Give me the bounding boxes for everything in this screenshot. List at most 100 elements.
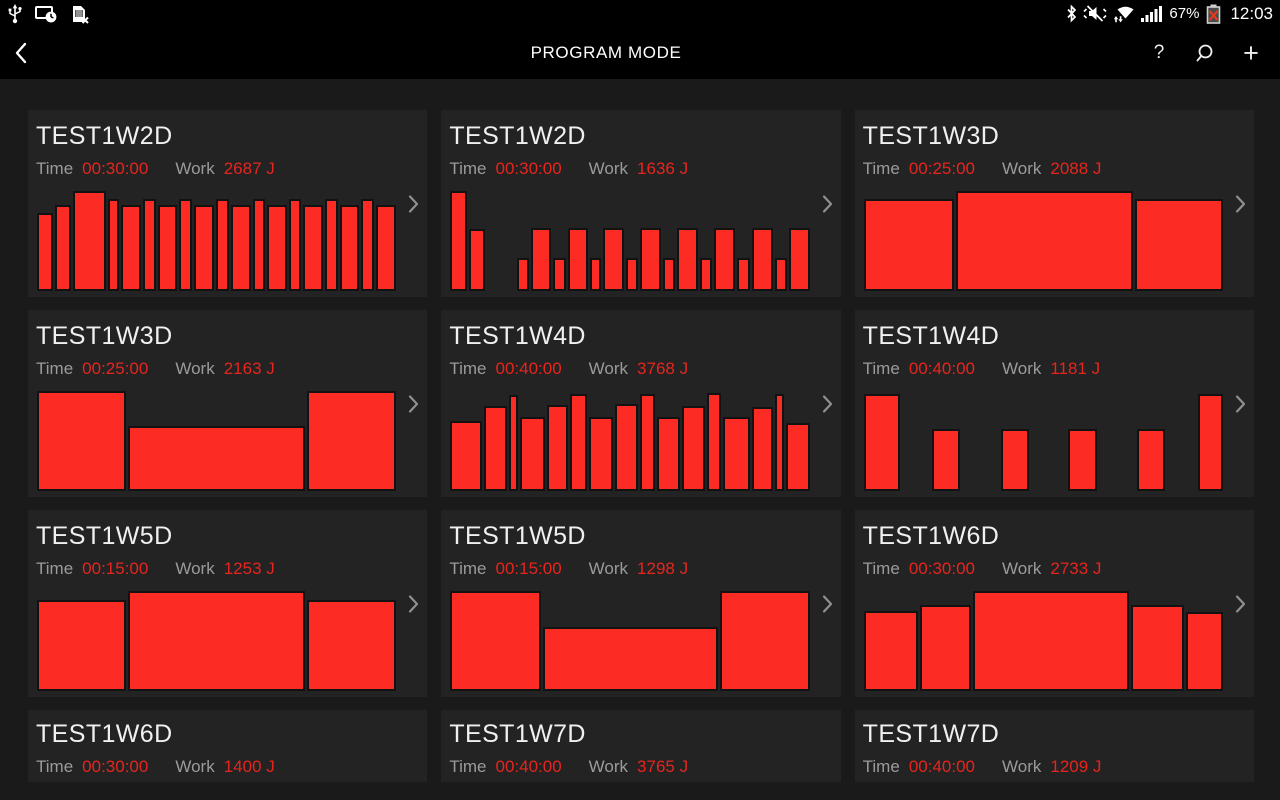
program-card[interactable]: TEST1W3D Time 00:25:00 Work 2088 J bbox=[854, 110, 1254, 297]
chart-bar bbox=[615, 404, 639, 491]
chart-bar bbox=[37, 391, 127, 491]
work-label: Work bbox=[588, 756, 629, 776]
program-bar-chart bbox=[863, 591, 1224, 691]
program-card[interactable]: TEST1W2D Time 00:30:00 Work 1636 J bbox=[441, 110, 841, 297]
program-meta: Time 00:40:00 Work 3768 J bbox=[449, 359, 832, 379]
chart-bar bbox=[603, 228, 624, 291]
chart-bar bbox=[788, 228, 810, 291]
program-card[interactable]: TEST1W6D Time 00:30:00 Work 2733 J bbox=[854, 510, 1254, 697]
work-label: Work bbox=[175, 558, 215, 578]
status-clock: 12:03 bbox=[1230, 3, 1273, 23]
wifi-icon bbox=[1112, 4, 1136, 24]
program-card[interactable]: TEST1W4D Time 00:40:00 Work 1181 J bbox=[854, 310, 1254, 497]
chart-bar bbox=[306, 600, 397, 691]
time-value: 00:25:00 bbox=[82, 358, 149, 378]
chart-bar bbox=[339, 205, 360, 291]
sound-mute-icon bbox=[1083, 4, 1107, 23]
program-meta: Time 00:30:00 Work 1400 J bbox=[36, 757, 419, 777]
chart-bar bbox=[37, 213, 54, 291]
chevron-right-icon bbox=[1235, 194, 1246, 214]
program-card[interactable]: TEST1W5D Time 00:15:00 Work 1253 J bbox=[28, 510, 428, 697]
time-label: Time bbox=[862, 756, 900, 776]
program-card[interactable]: TEST1W7D Time 00:40:00 Work 1209 J bbox=[854, 710, 1254, 782]
chevron-right-icon bbox=[1235, 594, 1246, 614]
chart-bar bbox=[1135, 199, 1223, 291]
work-label: Work bbox=[588, 358, 629, 378]
time-label: Time bbox=[36, 558, 74, 578]
chart-bar bbox=[267, 205, 287, 291]
work-label: Work bbox=[175, 756, 215, 776]
program-title: TEST1W5D bbox=[36, 522, 173, 550]
chart-bar bbox=[142, 199, 157, 291]
work-value: 1400 J bbox=[223, 756, 275, 776]
status-bar: 67% 12:03 bbox=[0, 0, 1280, 27]
bluetooth-icon bbox=[1065, 4, 1078, 23]
battery-percent: 67% bbox=[1169, 5, 1200, 22]
status-bar-right: 67% 12:03 bbox=[1065, 4, 1273, 24]
chart-bar bbox=[121, 205, 141, 291]
chart-bar bbox=[775, 258, 787, 291]
chart-bar bbox=[158, 205, 177, 291]
time-value: 00:30:00 bbox=[82, 158, 149, 178]
page-title: PROGRAM MODE bbox=[530, 43, 682, 62]
chart-bar bbox=[508, 395, 518, 491]
chart-bar bbox=[863, 611, 918, 691]
chart-bar bbox=[325, 199, 338, 291]
time-label: Time bbox=[862, 358, 900, 378]
program-bar-chart bbox=[863, 191, 1224, 291]
chart-bar bbox=[450, 591, 541, 691]
chart-bar bbox=[720, 591, 810, 691]
action-bar-actions: ? + bbox=[1146, 37, 1280, 69]
chart-bar bbox=[107, 199, 120, 291]
chart-bar bbox=[700, 258, 712, 291]
chart-bar bbox=[73, 191, 106, 291]
chart-bar bbox=[956, 191, 1134, 291]
chart-bar bbox=[193, 205, 214, 291]
chart-bar bbox=[1131, 605, 1184, 691]
help-button[interactable]: ? bbox=[1146, 37, 1172, 69]
chart-bar bbox=[863, 199, 955, 291]
chart-bar bbox=[676, 228, 699, 291]
program-card[interactable]: TEST1W4D Time 00:40:00 Work 3768 J bbox=[441, 310, 841, 497]
time-label: Time bbox=[449, 756, 487, 776]
battery-alert-icon bbox=[1206, 4, 1221, 24]
program-card[interactable]: TEST1W7D Time 00:40:00 Work 3765 J bbox=[441, 710, 841, 782]
program-title: TEST1W2D bbox=[36, 122, 173, 150]
chevron-right-icon bbox=[1235, 394, 1246, 414]
program-card[interactable]: TEST1W6D Time 00:30:00 Work 1400 J bbox=[28, 710, 428, 782]
chart-bar bbox=[919, 605, 972, 691]
back-button[interactable] bbox=[0, 42, 45, 64]
program-title: TEST1W6D bbox=[36, 720, 173, 748]
program-meta: Time 00:30:00 Work 2687 J bbox=[36, 159, 419, 179]
chart-bar bbox=[1068, 429, 1097, 491]
work-value: 2733 J bbox=[1050, 558, 1102, 578]
chart-bar bbox=[569, 394, 587, 491]
chart-bar bbox=[361, 199, 375, 291]
program-card[interactable]: TEST1W2D Time 00:30:00 Work 2687 J bbox=[28, 110, 428, 297]
chart-bar bbox=[215, 199, 230, 291]
work-value: 2687 J bbox=[223, 158, 275, 178]
program-card[interactable]: TEST1W5D Time 00:15:00 Work 1298 J bbox=[441, 510, 841, 697]
chart-bar bbox=[775, 394, 784, 491]
work-value: 2088 J bbox=[1050, 158, 1102, 178]
chart-bar bbox=[376, 205, 397, 291]
time-value: 00:15:00 bbox=[82, 558, 149, 578]
chart-bar bbox=[253, 199, 266, 291]
chevron-right-icon bbox=[822, 194, 833, 214]
program-card[interactable]: TEST1W3D Time 00:25:00 Work 2163 J bbox=[28, 310, 428, 497]
program-bar-chart bbox=[449, 391, 810, 491]
program-title: TEST1W3D bbox=[36, 322, 173, 350]
time-value: 00:25:00 bbox=[908, 158, 975, 178]
time-label: Time bbox=[36, 358, 74, 378]
add-program-button[interactable]: + bbox=[1238, 37, 1264, 69]
chart-bar bbox=[553, 258, 566, 291]
search-button[interactable] bbox=[1192, 37, 1218, 69]
program-title: TEST1W6D bbox=[862, 522, 1000, 550]
program-meta: Time 00:25:00 Work 2088 J bbox=[863, 159, 1246, 179]
program-meta: Time 00:40:00 Work 1181 J bbox=[863, 359, 1246, 379]
chart-bar bbox=[450, 421, 482, 491]
chart-bar bbox=[863, 394, 900, 491]
action-bar: PROGRAM MODE ? + bbox=[0, 27, 1280, 79]
chart-bar bbox=[288, 199, 302, 291]
program-title: TEST1W5D bbox=[449, 522, 586, 550]
